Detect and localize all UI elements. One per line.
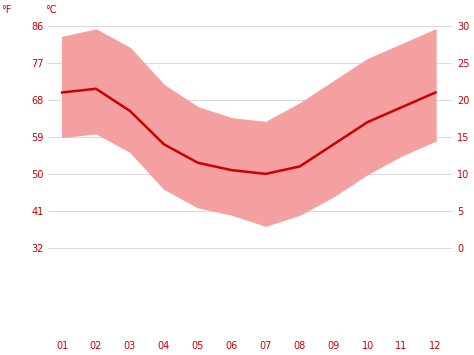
Text: °F: °F bbox=[1, 5, 11, 15]
Text: °C: °C bbox=[45, 5, 56, 15]
